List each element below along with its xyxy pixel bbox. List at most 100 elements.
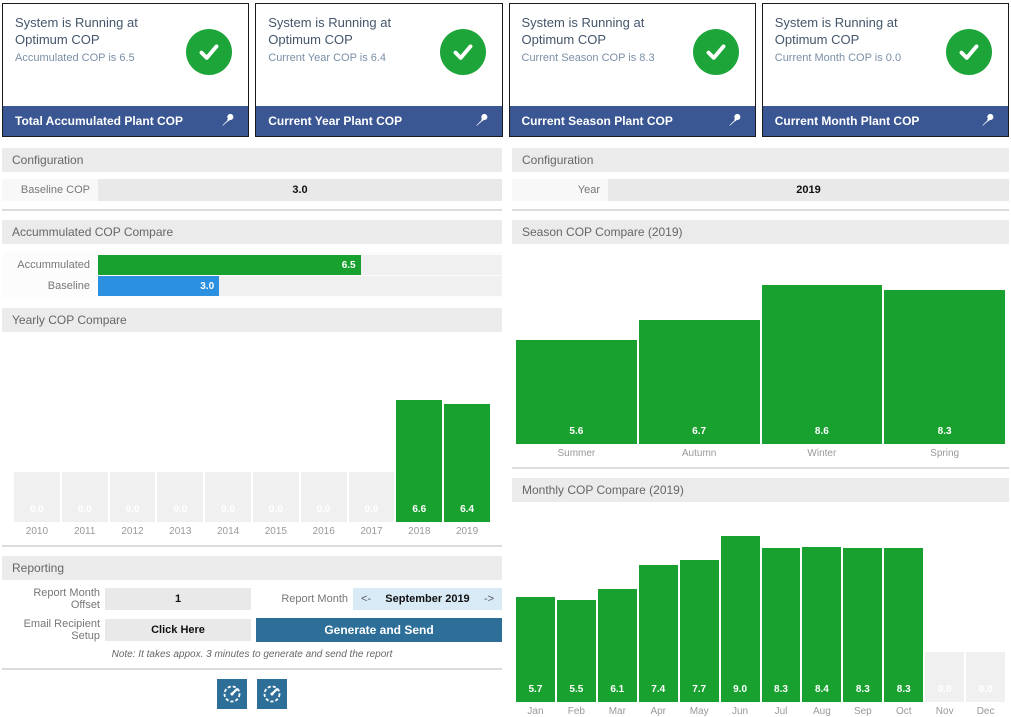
year-input[interactable]: 2019 [608,179,1009,201]
divider [2,545,502,547]
bar-slot-2011: 0.0 [61,472,108,522]
bar-slot-2013: 0.0 [157,472,204,522]
pushpin-icon[interactable] [727,112,743,131]
hbar-row-Baseline: Baseline 3.0 [2,276,502,296]
bar-value-2014: 0.0 [221,504,236,515]
hbar-value-Baseline: 3.0 [200,280,215,292]
bar-2015: 0.0 [252,472,299,522]
bar-slot-2010: 0.0 [14,472,60,522]
card-body: System is Running at Optimum COP Current… [510,4,755,106]
x-label-2018: 2018 [408,526,431,537]
divider [512,467,1009,469]
previous-month-button[interactable]: <- [360,593,372,605]
bar-value-Oct: 8.3 [896,684,911,695]
bar-value-2017: 0.0 [364,504,379,515]
gauge-button-row [2,679,502,709]
x-label-Nov: Nov [935,706,954,717]
hbar-value-Accummulated: 6.5 [341,259,356,271]
gauge-dashboard-button-1[interactable] [217,679,247,709]
hbar-label-Baseline: Baseline [47,280,90,292]
card-footer-label: Total Accumulated Plant COP [15,114,184,128]
bar-slot-May: 7.7 [679,559,719,702]
bar-2016: 0.0 [300,472,347,522]
reporting-header: Reporting [2,556,502,580]
card-current-year-cop: System is Running at Optimum COP Current… [255,3,503,137]
bar-slot-Jun: 9.0 [720,535,760,702]
bar-value-Jan: 5.7 [528,684,543,695]
bar-slot-Autumn: 6.7 [638,320,760,444]
bar-slot-2014: 0.0 [205,472,251,522]
card-subtitle: Accumulated COP is 6.5 [15,51,135,64]
gauge-dashboard-button-2[interactable] [257,679,287,709]
bar-May: 7.7 [679,559,719,702]
baseline-cop-label: Baseline COP [20,184,90,196]
x-label-Summer: Summer [557,448,596,459]
monthly-plot-area: 5.7 5.5 6.1 7.4 7.7 9.0 8.3 8.4 8.3 8.3 0.0 0.0 [512,509,1009,702]
card-footer: Total Accumulated Plant COP [3,106,249,136]
monthly-compare-header: Monthly COP Compare (2019) [512,478,1009,502]
bar-Jan: 5.7 [516,596,555,702]
bar-slot-Jul: 8.3 [761,548,801,702]
x-label-2015: 2015 [264,526,287,537]
pushpin-icon[interactable] [220,112,236,131]
pushpin-icon[interactable] [980,112,996,131]
monthly-x-axis: Jan Feb Mar Apr May Jun Jul Aug Sep Oct Nov Dec [512,706,1009,717]
bar-slot-Summer: 5.6 [516,340,637,444]
bar-value-Sep: 8.3 [855,684,870,695]
report-month-value[interactable]: September 2019 [385,593,470,605]
bar-value-2013: 0.0 [173,504,188,515]
card-body: System is Running at Optimum COP Accumul… [3,4,248,106]
bar-Jun: 9.0 [720,535,760,702]
bar-slot-2018: 6.6 [396,399,443,522]
bar-value-Spring: 8.3 [937,426,952,437]
x-label-Mar: Mar [608,706,626,717]
generate-and-send-button[interactable]: Generate and Send [256,618,502,642]
season-compare-chart: 5.6 6.7 8.6 8.3 Summer Autumn Winter Spring [512,252,1009,459]
email-recipient-setup-label: Email Recipient Setup [23,618,100,642]
bar-Winter: 8.6 [761,284,883,444]
bar-Feb: 5.5 [556,600,596,702]
x-label-Aug: Aug [813,706,831,717]
bar-2010: 0.0 [14,472,60,522]
bar-2012: 0.0 [109,472,156,522]
x-label-2014: 2014 [216,526,240,537]
x-label-Oct: Oct [895,706,912,717]
x-label-2017: 2017 [360,526,383,537]
hbar-Baseline: 3.0 [98,276,220,296]
bar-slot-Dec: 0.0 [966,652,1006,702]
bar-value-Dec: 0.0 [978,684,993,695]
bar-Dec: 0.0 [966,652,1006,702]
bar-Autumn: 6.7 [638,320,760,444]
bar-Sep: 8.3 [843,548,883,702]
card-footer: Current Month Plant COP [762,106,1008,136]
email-recipient-setup-button[interactable]: Click Here [105,619,251,641]
accumulated-compare-header: Accummulated COP Compare [2,220,502,244]
report-month-offset-input[interactable]: 1 [105,588,251,610]
card-title: System is Running at Optimum COP [15,15,138,47]
bar-value-Jul: 8.3 [774,684,788,695]
report-month-picker: <- September 2019 -> [353,588,502,610]
bar-slot-Apr: 7.4 [638,565,678,702]
bar-slot-Oct: 8.3 [884,548,924,702]
bar-Summer: 5.6 [516,340,637,444]
bar-value-May: 7.7 [692,684,707,695]
pushpin-icon[interactable] [474,112,490,131]
baseline-cop-input[interactable]: 3.0 [98,179,502,201]
baseline-cop-row: Baseline COP 3.0 [2,179,502,201]
monthly-compare-chart: 5.7 5.5 6.1 7.4 7.7 9.0 8.3 8.4 8.3 8.3 0.0 0.0 Jan… [512,509,1009,717]
card-title: System is Running at Optimum COP [774,15,898,47]
check-circle-icon [439,29,486,75]
x-label-Jul: Jul [774,706,788,717]
bar-Oct: 8.3 [884,548,924,702]
x-label-2010: 2010 [25,526,49,537]
card-current-season-cop: System is Running at Optimum COP Current… [508,3,756,137]
next-month-button[interactable]: -> [483,593,495,605]
bar-value-2012: 0.0 [125,504,140,515]
x-label-2013: 2013 [169,526,192,537]
card-subtitle: Current Month COP is 0.0 [774,51,902,64]
reporting-row-1: Report Month Offset 1 Report Month <- Se… [2,587,502,611]
bar-value-Mar: 6.1 [610,684,625,695]
bar-slot-Spring: 8.3 [884,290,1005,444]
card-footer: Current Season Plant COP [509,106,755,136]
x-label-Feb: Feb [567,706,585,717]
